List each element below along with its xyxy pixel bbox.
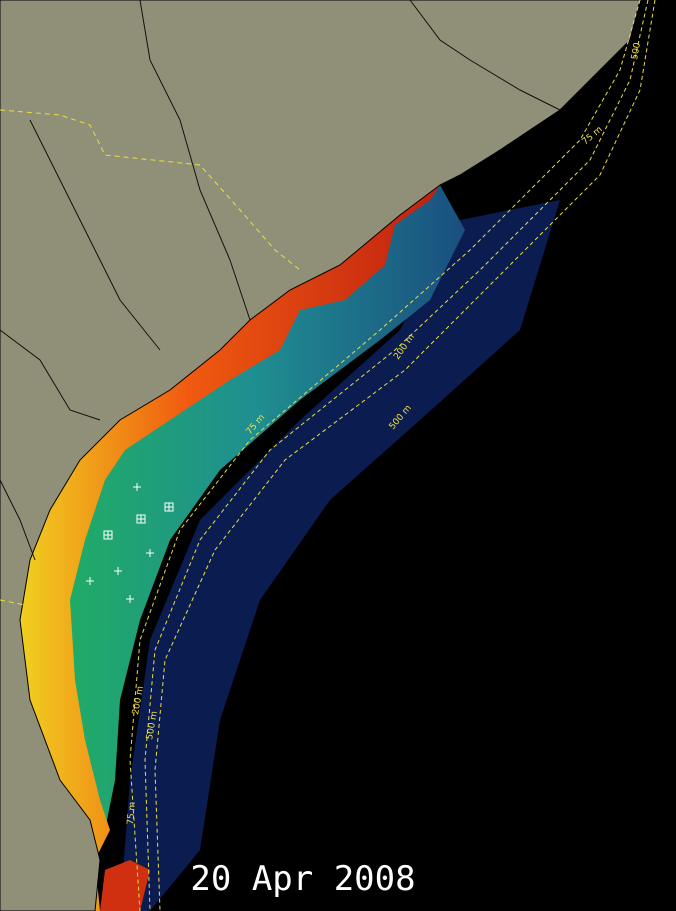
contour-label: 75 m	[126, 801, 138, 825]
state-border	[0, 599, 26, 606]
date-label: 20 Apr 2008	[190, 859, 415, 899]
contour-label: 200 m	[131, 685, 146, 715]
state-border	[0, 109, 301, 271]
slope-water	[120, 200, 560, 911]
land	[0, 0, 641, 911]
rivers	[0, 0, 561, 561]
contour-label: 500 m	[145, 710, 160, 740]
shelf-water	[40, 185, 465, 830]
contour-label: 500	[630, 42, 643, 61]
station-markers	[86, 483, 174, 603]
depth-contours	[129, 0, 656, 911]
